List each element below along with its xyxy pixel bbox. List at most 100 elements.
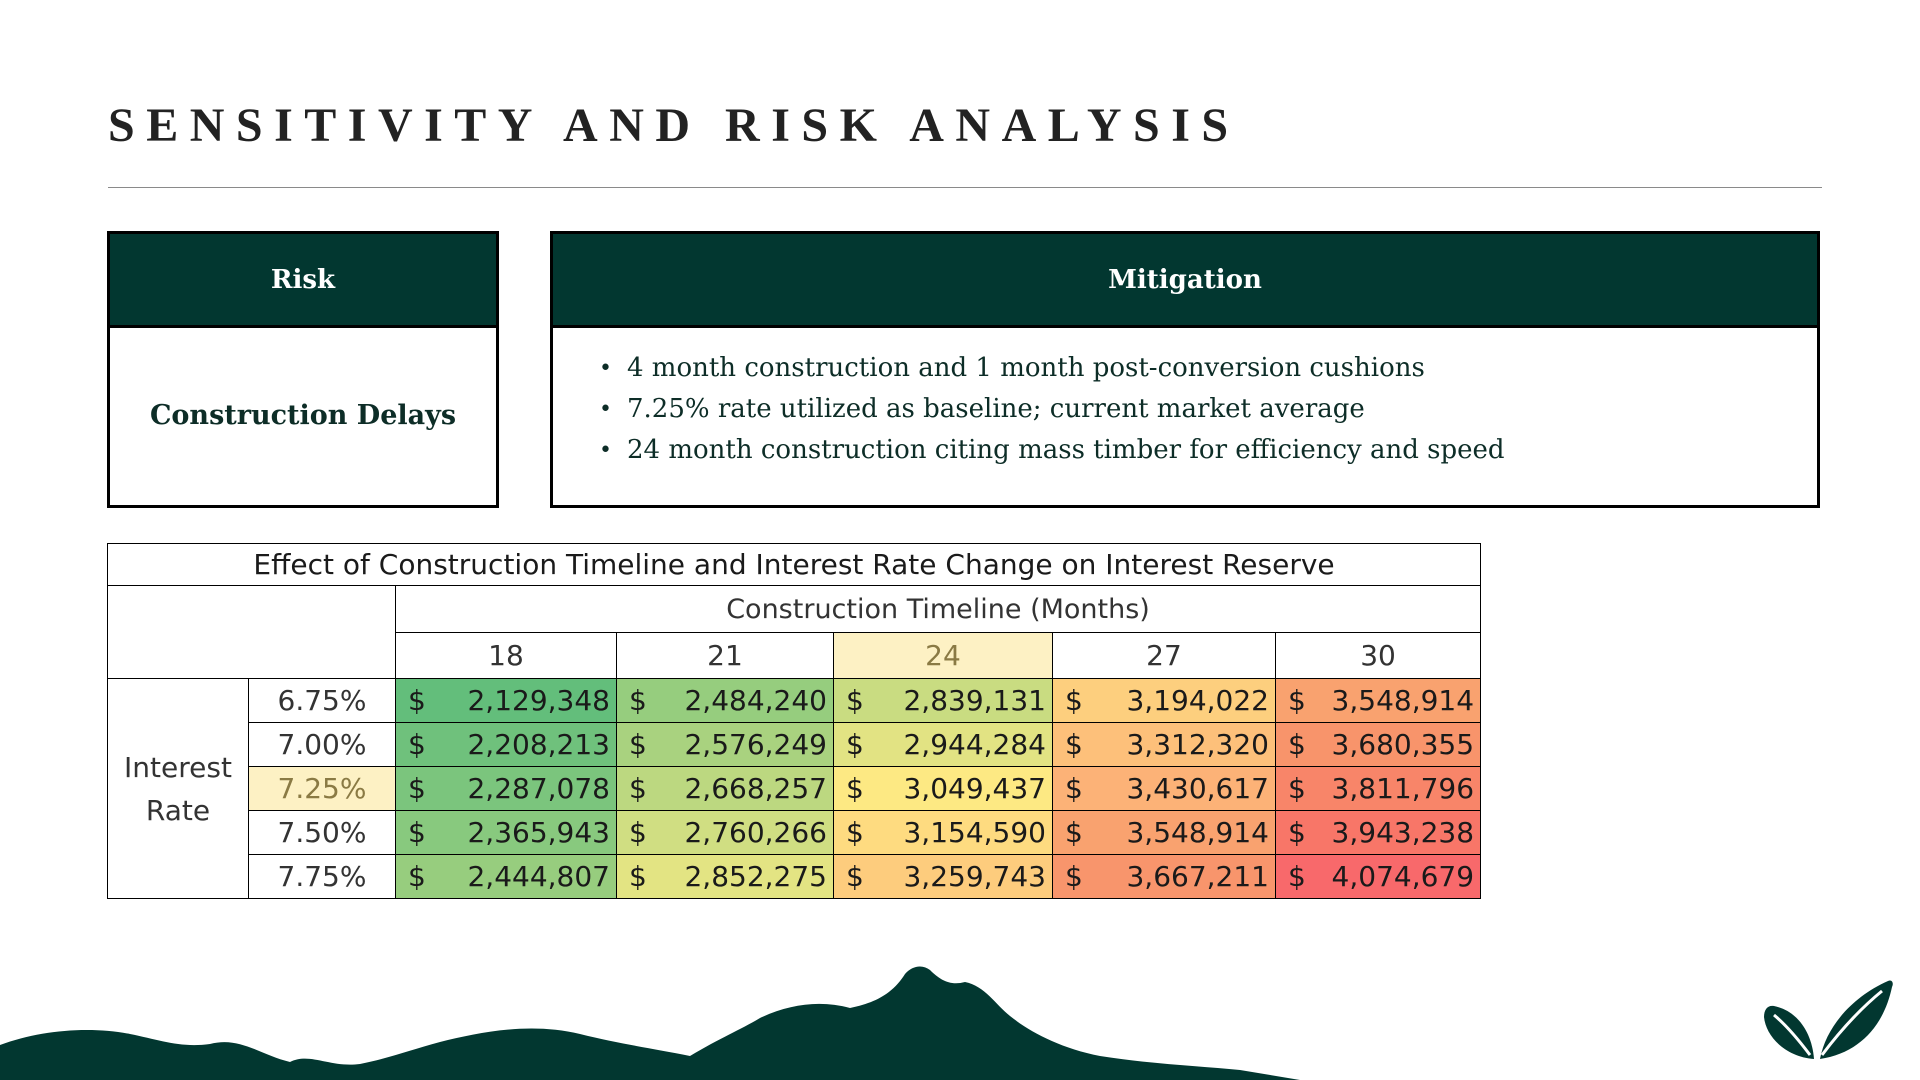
rate-label: 7.50%: [248, 810, 396, 855]
month-header-27: 27: [1052, 632, 1276, 679]
mitigation-box: Mitigation • 4 month construction and 1 m…: [550, 231, 1820, 508]
month-header-18: 18: [395, 632, 617, 679]
currency-symbol: $: [1065, 772, 1083, 805]
reserve-amount: 3,943,238: [1331, 816, 1475, 849]
reserve-cell: $3,548,914: [1274, 678, 1482, 723]
reserve-cell: $3,680,355: [1274, 722, 1482, 767]
reserve-amount: 3,680,355: [1331, 728, 1475, 761]
reserve-cell: $3,667,211: [1052, 854, 1276, 899]
reserve-amount: 2,287,078: [467, 772, 610, 805]
currency-symbol: $: [1288, 772, 1306, 805]
reserve-cell: $3,259,743: [833, 854, 1053, 899]
mitigation-item-text: 4 month construction and 1 month post-co…: [627, 353, 1425, 383]
reserve-amount: 3,154,590: [903, 816, 1046, 849]
reserve-amount: 2,129,348: [467, 684, 610, 717]
currency-symbol: $: [1065, 728, 1083, 761]
reserve-cell: $2,287,078: [395, 766, 617, 811]
reserve-cell: $2,852,275: [616, 854, 834, 899]
currency-symbol: $: [1065, 816, 1083, 849]
reserve-amount: 3,312,320: [1126, 728, 1269, 761]
currency-symbol: $: [1065, 684, 1083, 717]
reserve-cell: $3,049,437: [833, 766, 1053, 811]
reserve-amount: 2,839,131: [903, 684, 1046, 717]
reserve-cell: $2,365,943: [395, 810, 617, 855]
currency-symbol: $: [408, 772, 426, 805]
column-group-label: Construction Timeline (Months): [394, 585, 1482, 633]
month-header-24: 24: [833, 632, 1053, 679]
mitigation-header: Mitigation: [553, 234, 1817, 328]
reserve-cell: $3,154,590: [833, 810, 1053, 855]
mitigation-list: • 4 month construction and 1 month post-c…: [599, 348, 1817, 471]
risk-box: Risk Construction Delays: [107, 231, 499, 508]
currency-symbol: $: [629, 816, 647, 849]
reserve-amount: 2,852,275: [684, 860, 827, 893]
currency-symbol: $: [408, 728, 426, 761]
reserve-amount: 2,484,240: [684, 684, 827, 717]
currency-symbol: $: [846, 728, 864, 761]
reserve-amount: 2,444,807: [467, 860, 610, 893]
mitigation-item: • 7.25% rate utilized as baseline; curren…: [599, 389, 1817, 430]
reserve-amount: 2,365,943: [467, 816, 610, 849]
table-title: Effect of Construction Timeline and Inte…: [106, 543, 1482, 586]
row-group-label: Interest Rate: [107, 678, 249, 899]
month-header-21: 21: [616, 632, 834, 679]
currency-symbol: $: [629, 860, 647, 893]
rate-label: 7.75%: [248, 854, 396, 899]
currency-symbol: $: [1288, 816, 1306, 849]
leaf-logo-icon: [1764, 980, 1893, 1059]
reserve-amount: 3,811,796: [1331, 772, 1475, 805]
currency-symbol: $: [846, 860, 864, 893]
currency-symbol: $: [846, 816, 864, 849]
currency-symbol: $: [629, 684, 647, 717]
currency-symbol: $: [1288, 684, 1306, 717]
sensitivity-table: Effect of Construction Timeline and Inte…: [106, 543, 1482, 899]
reserve-cell: $3,548,914: [1052, 810, 1276, 855]
currency-symbol: $: [408, 684, 426, 717]
reserve-amount: 3,049,437: [903, 772, 1046, 805]
reserve-amount: 3,548,914: [1126, 816, 1269, 849]
table-row: 7.25% $2,287,078 $2,668,257 $3,049,437 $3,43…: [108, 766, 1482, 811]
currency-symbol: $: [846, 772, 864, 805]
page-title: SENSITIVITY AND RISK ANALYSIS: [108, 99, 1240, 152]
table-row: 7.75% $2,444,807 $2,852,275 $3,259,743 $3,66…: [108, 854, 1482, 899]
table-row: 7.50% $2,365,943 $2,760,266 $3,154,590 $3,54…: [108, 810, 1482, 855]
reserve-amount: 3,430,617: [1126, 772, 1269, 805]
title-divider: [108, 187, 1822, 188]
reserve-cell: $2,839,131: [833, 678, 1053, 723]
reserve-amount: 3,194,022: [1126, 684, 1269, 717]
currency-symbol: $: [629, 728, 647, 761]
reserve-cell: $2,484,240: [616, 678, 834, 723]
reserve-amount: 2,944,284: [903, 728, 1046, 761]
reserve-cell: $2,944,284: [833, 722, 1053, 767]
currency-symbol: $: [408, 860, 426, 893]
reserve-cell: $2,760,266: [616, 810, 834, 855]
reserve-cell: $2,576,249: [616, 722, 834, 767]
mitigation-item: • 4 month construction and 1 month post-c…: [599, 348, 1817, 389]
table-row: Interest Rate 6.75% $2,129,348 $2,484,240 $2…: [107, 678, 1482, 899]
reserve-cell: $2,129,348: [395, 678, 617, 723]
reserve-cell: $2,208,213: [395, 722, 617, 767]
rate-label: 6.75%: [248, 678, 396, 723]
mitigation-body: • 4 month construction and 1 month post-c…: [553, 328, 1817, 471]
reserve-amount: 3,259,743: [903, 860, 1046, 893]
reserve-amount: 2,576,249: [684, 728, 827, 761]
reserve-amount: 4,074,679: [1331, 860, 1475, 893]
currency-symbol: $: [1288, 728, 1306, 761]
reserve-cell: $3,811,796: [1274, 766, 1482, 811]
reserve-amount: 2,760,266: [684, 816, 827, 849]
rate-label: 7.25%: [248, 766, 396, 811]
reserve-amount: 2,208,213: [467, 728, 610, 761]
table-corner-cell: [107, 585, 396, 679]
reserve-cell: $3,943,238: [1274, 810, 1482, 855]
mountain-silhouette: [0, 966, 1300, 1080]
currency-symbol: $: [408, 816, 426, 849]
reserve-cell: $3,194,022: [1052, 678, 1276, 723]
reserve-cell: $4,074,679: [1274, 854, 1482, 899]
rate-label: 7.00%: [248, 722, 396, 767]
currency-symbol: $: [1288, 860, 1306, 893]
risk-item: Construction Delays: [149, 399, 457, 431]
bullet-icon: •: [599, 356, 612, 381]
bullet-icon: •: [599, 397, 612, 422]
month-header-30: 30: [1274, 632, 1482, 679]
mitigation-item-text: 7.25% rate utilized as baseline; current…: [627, 394, 1365, 424]
